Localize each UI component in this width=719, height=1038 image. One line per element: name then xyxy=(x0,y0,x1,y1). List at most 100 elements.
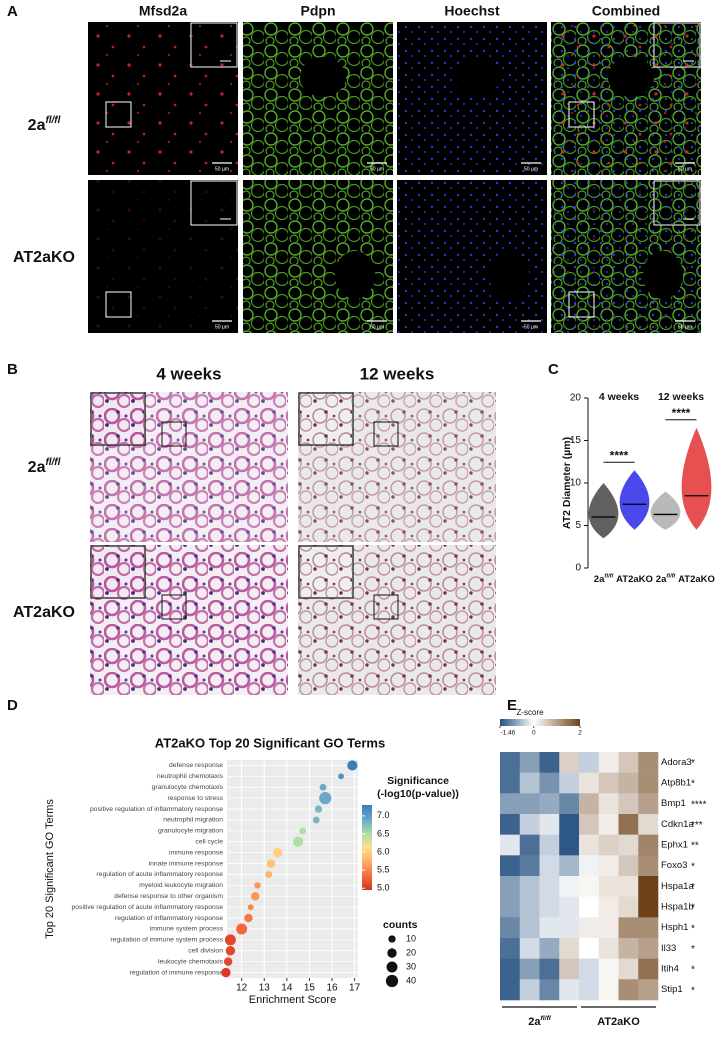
x-tick-label-base: AT2aKO xyxy=(678,574,715,585)
heatmap-cell xyxy=(559,752,580,773)
row-label: AT2aKO xyxy=(13,249,75,266)
heatmap-cell xyxy=(559,876,580,897)
heatmap-cell xyxy=(618,855,639,877)
heatmap-cell xyxy=(500,814,521,835)
heatmap-cell xyxy=(598,834,619,856)
y-tick-label: cell cycle xyxy=(195,839,223,846)
inset-stain xyxy=(655,24,699,66)
y-tick-label: defense response xyxy=(169,762,223,769)
row-label: Cdkn1a xyxy=(661,819,694,830)
legend-bubble xyxy=(385,974,399,988)
vessel xyxy=(608,57,654,97)
bubble xyxy=(244,913,253,923)
bubble xyxy=(236,923,248,935)
heatmap-cell xyxy=(579,958,600,980)
y-tick-label: cell division xyxy=(188,948,223,955)
y-tick-label: regulation of immune system process xyxy=(110,937,223,944)
panel-letter: D xyxy=(7,697,18,714)
vessel xyxy=(454,57,500,97)
colorbar-tick-label: -1.46 xyxy=(501,730,516,737)
row-label-sup: fl/fl xyxy=(45,457,60,468)
inset-region xyxy=(568,291,595,318)
colorbar-tick-label: 2 xyxy=(578,730,582,737)
legend-label: 30 xyxy=(406,961,416,971)
heatmap-cell xyxy=(618,938,639,959)
heatmap-cell xyxy=(519,938,540,959)
row-label-base: 2a xyxy=(28,117,46,134)
heatmap-cell xyxy=(559,772,580,794)
heatmap-cell xyxy=(598,958,619,980)
bubble xyxy=(224,934,236,946)
micrograph-stain xyxy=(397,180,547,333)
heatmap-cell xyxy=(559,855,580,877)
y-tick-label: immune response xyxy=(169,849,223,856)
column-header: 12 weeks xyxy=(360,364,435,383)
bubble xyxy=(251,892,260,901)
heatmap-cell xyxy=(618,896,639,918)
x-tick-label: 13 xyxy=(259,983,271,994)
y-tick-label: neutrophil chemotaxis xyxy=(157,773,224,780)
heatmap-cell xyxy=(618,979,639,1001)
x-tick-label-base: 2a xyxy=(656,574,667,585)
heatmap-cell xyxy=(618,772,639,794)
y-tick-label: positive regulation of inflammatory resp… xyxy=(90,806,223,813)
row-label: Il33 xyxy=(661,943,676,954)
heatmap-cell xyxy=(539,917,560,939)
bubble xyxy=(299,827,307,835)
y-tick-label: leukocyte chemotaxis xyxy=(158,958,224,965)
row-label: Hspa1b xyxy=(661,902,694,913)
heatmap-cell xyxy=(519,834,540,856)
heatmap-cell xyxy=(500,917,521,939)
heatmap-cell xyxy=(500,958,521,980)
heatmap-cell xyxy=(638,876,659,897)
heatmap-cell xyxy=(539,834,560,856)
significance-label: * xyxy=(691,985,695,996)
group-label: 4 weeks xyxy=(599,391,639,403)
x-tick-label: 14 xyxy=(281,983,293,994)
bubble xyxy=(312,816,320,824)
significance-label: * xyxy=(691,861,695,872)
heatmap-cell xyxy=(579,855,600,877)
row-label-base: AT2aKO xyxy=(13,604,75,621)
heatmap-cell xyxy=(559,979,580,1001)
y-axis-label: AT2 Diameter (µm) xyxy=(561,437,573,529)
column-header: 4 weeks xyxy=(156,364,221,383)
heatmap-cell xyxy=(500,938,521,959)
colorbar xyxy=(500,719,580,726)
heatmap-cell xyxy=(519,917,540,939)
bubble xyxy=(319,783,327,791)
legend-label: 20 xyxy=(406,947,416,957)
y-tick-label: neutrophil migration xyxy=(163,817,223,824)
y-tick-label: granulocyte migration xyxy=(158,828,223,835)
inset-region xyxy=(105,291,132,318)
inset-region xyxy=(373,594,399,620)
heatmap-cell xyxy=(519,814,540,835)
y-tick-label: defense response to other organism xyxy=(114,893,223,900)
inset-stain xyxy=(300,547,352,597)
heatmap-cell xyxy=(579,876,600,897)
y-tick-label: 20 xyxy=(570,393,582,404)
inset-stain xyxy=(192,24,236,66)
colorbar-title: Z-score xyxy=(516,708,544,717)
heatmap-cell xyxy=(638,793,659,815)
group-label-base: 2a xyxy=(528,1016,541,1028)
bubble xyxy=(314,805,323,813)
scale-bar-label: 50 µm xyxy=(215,324,229,330)
bubble xyxy=(266,859,276,868)
column-header: Hoechst xyxy=(444,3,500,19)
heatmap-cell xyxy=(539,958,560,980)
significance-label: * xyxy=(691,965,695,976)
bubble xyxy=(254,882,261,889)
y-tick-label: regulation of acute inflammatory respons… xyxy=(96,871,223,878)
column-header: Mfsd2a xyxy=(139,3,187,19)
heatmap-cell xyxy=(539,752,560,773)
inset-stain xyxy=(92,394,144,444)
x-tick-label-base: AT2aKO xyxy=(616,574,653,585)
significance-label: * xyxy=(691,882,695,893)
heatmap-cell xyxy=(598,855,619,877)
inset-stain xyxy=(300,394,352,444)
heatmap-cell xyxy=(579,896,600,918)
scale-bar-label: 50 µm xyxy=(678,166,692,172)
heatmap-cell xyxy=(638,938,659,959)
